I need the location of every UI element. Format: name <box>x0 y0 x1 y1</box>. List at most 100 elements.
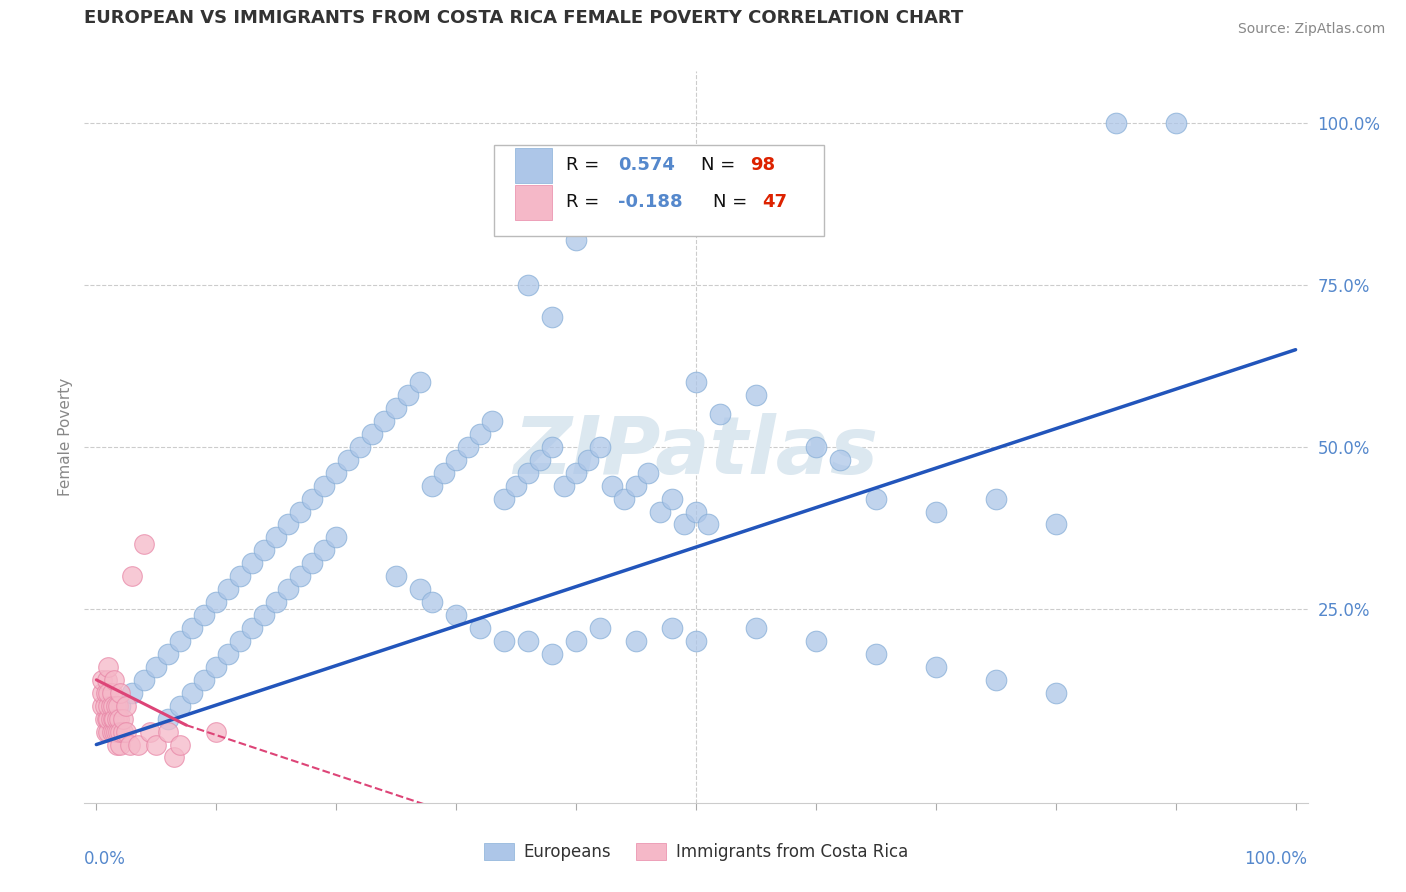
Text: R =: R = <box>567 156 606 174</box>
Point <box>505 478 527 492</box>
Point <box>745 621 768 635</box>
Point <box>409 582 432 597</box>
Point <box>97 724 120 739</box>
Point <box>420 478 443 492</box>
Point <box>589 440 612 454</box>
Point <box>865 491 887 506</box>
Point <box>240 621 263 635</box>
Text: N =: N = <box>713 193 754 211</box>
Point <box>444 608 467 623</box>
Point <box>121 686 143 700</box>
Point <box>600 478 623 492</box>
Point <box>517 634 540 648</box>
Point <box>314 478 336 492</box>
Point <box>94 724 117 739</box>
Point <box>110 738 132 752</box>
Point <box>576 452 599 467</box>
Point <box>565 466 588 480</box>
Point <box>709 408 731 422</box>
Point <box>91 686 114 700</box>
Point <box>925 660 948 674</box>
Point <box>385 569 408 583</box>
Point <box>565 233 588 247</box>
Point <box>139 724 162 739</box>
Point <box>697 517 720 532</box>
Point <box>637 466 659 480</box>
Point <box>264 595 287 609</box>
Point <box>181 686 204 700</box>
Text: Source: ZipAtlas.com: Source: ZipAtlas.com <box>1237 22 1385 37</box>
Point <box>685 634 707 648</box>
Point <box>361 426 384 441</box>
Point <box>481 414 503 428</box>
Point <box>613 491 636 506</box>
Point <box>217 582 239 597</box>
Point <box>101 698 124 713</box>
Point <box>420 595 443 609</box>
Text: 98: 98 <box>749 156 775 174</box>
Point <box>205 660 228 674</box>
FancyBboxPatch shape <box>515 148 551 183</box>
Point <box>169 698 191 713</box>
Text: 100.0%: 100.0% <box>1244 850 1308 868</box>
Point <box>624 478 647 492</box>
Point <box>494 491 516 506</box>
Point <box>1105 116 1128 130</box>
Point <box>111 712 134 726</box>
Point <box>409 375 432 389</box>
Point <box>103 724 125 739</box>
Point <box>110 686 132 700</box>
Point <box>97 698 120 713</box>
Point <box>984 491 1007 506</box>
Point <box>103 712 125 726</box>
Text: ZIPatlas: ZIPatlas <box>513 413 879 491</box>
Point <box>685 375 707 389</box>
Point <box>373 414 395 428</box>
Point <box>104 698 127 713</box>
Point <box>193 608 215 623</box>
Point <box>96 673 118 687</box>
Point <box>624 634 647 648</box>
Point <box>110 698 132 713</box>
Point <box>290 569 312 583</box>
Point <box>541 310 564 325</box>
Point <box>121 569 143 583</box>
Text: 0.0%: 0.0% <box>84 850 127 868</box>
Point <box>97 660 120 674</box>
Text: N =: N = <box>700 156 741 174</box>
Point <box>127 738 149 752</box>
Point <box>105 712 128 726</box>
Point <box>118 738 141 752</box>
Point <box>661 491 683 506</box>
Point <box>145 660 167 674</box>
Point <box>314 543 336 558</box>
Point <box>104 724 127 739</box>
Point <box>325 530 347 544</box>
Point <box>107 698 129 713</box>
Point <box>91 698 114 713</box>
Point <box>163 750 186 764</box>
Point <box>517 466 540 480</box>
Point <box>1164 116 1187 130</box>
Point <box>529 452 551 467</box>
Point <box>264 530 287 544</box>
Point <box>111 724 134 739</box>
Point <box>101 686 124 700</box>
Point <box>169 738 191 752</box>
Point <box>157 647 180 661</box>
Point <box>134 537 156 551</box>
Point <box>553 478 575 492</box>
Point <box>115 698 138 713</box>
Point <box>828 452 851 467</box>
Point <box>205 724 228 739</box>
Point <box>301 491 323 506</box>
Point <box>97 686 120 700</box>
Point <box>468 426 491 441</box>
Point <box>181 621 204 635</box>
Point <box>157 724 180 739</box>
Point <box>110 724 132 739</box>
Point <box>157 712 180 726</box>
Point <box>745 388 768 402</box>
Point <box>229 569 252 583</box>
Point <box>541 440 564 454</box>
